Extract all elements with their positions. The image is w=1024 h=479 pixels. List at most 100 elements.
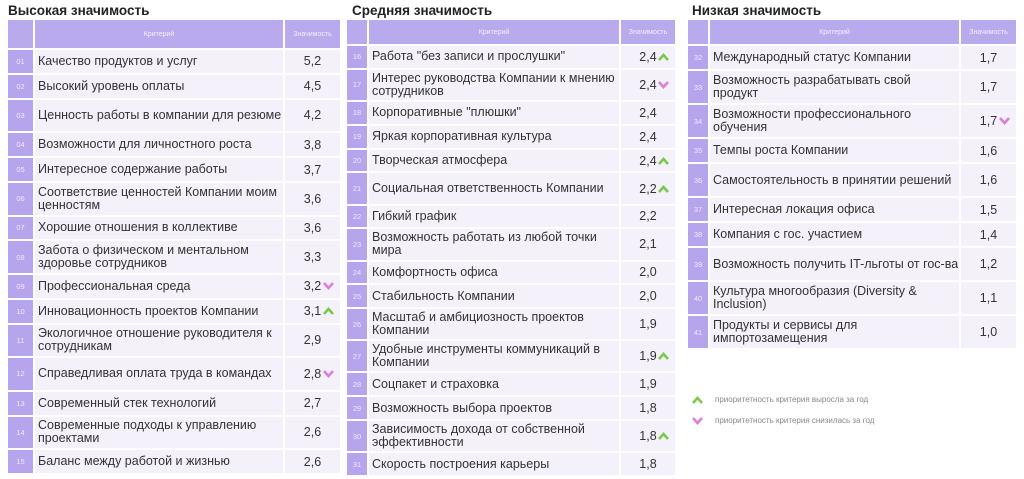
row-criterion: Скорость построения карьеры [369,453,619,476]
row-number: 36 [688,164,708,197]
table-row: 33 Возможность разрабатывать свой продукт… [688,71,1016,104]
row-criterion: Комфортность офиса [369,261,619,284]
row-number: 04 [8,133,33,157]
row-value: 1,6 [961,164,1016,197]
table-row: 35 Темпы роста Компании 1,6 [688,138,1016,163]
table-row: 09 Профессиональная среда 3,2 [8,274,340,298]
row-number: 25 [347,285,367,308]
row-criterion: Интересное содержание работы [35,158,283,181]
table-high: Критерий Значимость 01 Качество продуктов и… [8,20,340,474]
row-criterion: Возможность работать из любой точки мира [369,229,619,260]
header-num-cell [347,20,367,44]
row-criterion: Социальная ответственность Компании [369,173,619,204]
row-value: 1,7 [961,46,1016,70]
row-value: 2,4 [621,69,675,100]
arrow-up-icon [658,52,669,61]
row-criterion: Возможность разрабатывать свой продукт [710,71,959,104]
row-value: 1,0 [961,316,1016,349]
row-value-text: 1,1 [979,291,998,306]
row-number: 19 [347,125,367,148]
table-row: 21 Социальная ответственность Компании 2,2 [347,173,675,204]
table-row: 29 Возможность выбора проектов 1,8 [347,397,675,420]
row-value: 2,0 [621,285,675,308]
row-criterion: Возможности для личностного роста [35,133,283,157]
table-row: 10 Инновационность проектов Компании 3,1 [8,299,340,323]
table-row: 24 Комфортность офиса 2,0 [347,261,675,284]
legend-down-label: приоритетность критерия снизилась за год [715,416,875,425]
row-value: 1,8 [621,421,675,452]
table-row: 07 Хорошие отношения в коллективе 3,6 [8,216,340,240]
row-value: 1,2 [961,248,1016,281]
row-value: 3,2 [285,274,340,298]
row-value: 2,4 [621,125,675,148]
arrow-up-icon [692,395,703,404]
header-value: Значимость [285,20,340,48]
table-row: 08 Забота о физическом и ментальном здоро… [8,241,340,273]
arrow-up-icon [658,352,669,361]
row-value-text: 2,4 [639,77,657,92]
row-criterion: Качество продуктов и услуг [35,50,283,73]
table-header: Критерий Значимость [8,20,340,48]
row-value-text: 1,9 [639,349,657,364]
table-row: 13 Современный стек технологий 2,7 [8,391,340,415]
row-value-text: 3,7 [303,162,322,177]
row-number: 34 [688,105,708,137]
row-value: 2,4 [621,46,675,68]
row-value: 1,6 [961,138,1016,163]
row-criterion: Современные подходы к управлению проекта… [35,416,283,449]
legend-up: приоритетность критерия выросла за год [692,395,868,404]
row-criterion: Профессиональная среда [35,274,283,298]
row-number: 32 [688,46,708,70]
row-value: 2,7 [285,391,340,415]
row-number: 12 [8,358,33,390]
table-row: 39 Возможность получить IT-льготы от гос-… [688,248,1016,281]
row-number: 39 [688,248,708,281]
row-number: 35 [688,138,708,163]
row-value-text: 1,8 [639,429,657,444]
row-value-text: 5,2 [303,54,322,69]
row-number: 37 [688,198,708,222]
row-number: 41 [688,316,708,349]
row-number: 13 [8,391,33,415]
row-number: 30 [347,421,367,452]
row-value: 1,7 [961,71,1016,104]
row-value: 3,6 [285,216,340,240]
row-criterion: Компания с гос. участием [710,223,959,247]
row-number: 17 [347,69,367,100]
table-row: 41 Продукты и сервисы для импортозамещени… [688,316,1016,349]
row-number: 14 [8,416,33,449]
title-medium: Средняя значимость [352,3,493,18]
row-value-text: 2,6 [303,454,322,469]
row-value-text: 3,6 [303,191,322,206]
row-value-text: 2,9 [303,333,322,348]
table-row: 36 Самостоятельность в принятии решений 1,… [688,164,1016,197]
row-value: 1,1 [961,282,1016,315]
row-criterion: Современный стек технологий [35,391,283,415]
row-value: 1,8 [621,397,675,420]
row-number: 05 [8,158,33,181]
row-number: 16 [347,46,367,68]
row-value: 2,8 [285,358,340,390]
table-row: 03 Ценность работы в компании для резюме 4… [8,99,340,132]
row-criterion: Хорошие отношения в коллективе [35,216,283,240]
row-value-text: 1,4 [979,227,998,242]
row-criterion: Справедливая оплата труда в командах [35,358,283,390]
row-value-text: 2,4 [639,49,657,64]
table-row: 37 Интересная локация офиса 1,5 [688,198,1016,222]
row-criterion: Темпы роста Компании [710,138,959,163]
arrow-up-icon [323,307,334,316]
row-number: 01 [8,50,33,73]
row-value-text: 2,4 [639,153,657,168]
row-value-text: 1,0 [979,325,998,340]
row-value: 1,9 [621,341,675,372]
row-criterion: Зависимость дохода от собственной эффект… [369,421,619,452]
row-value: 1,5 [961,198,1016,222]
row-value-text: 3,6 [303,220,322,235]
table-row: 27 Удобные инструменты коммуникаций в Ком… [347,341,675,372]
table-row: 40 Культура многообразия (Diversity & Inc… [688,282,1016,315]
row-number: 31 [347,453,367,476]
row-criterion: Продукты и сервисы для импортозамещения [710,316,959,349]
table-row: 38 Компания с гос. участием 1,4 [688,223,1016,247]
arrow-up-icon [658,156,669,165]
arrow-down-icon [323,370,334,378]
